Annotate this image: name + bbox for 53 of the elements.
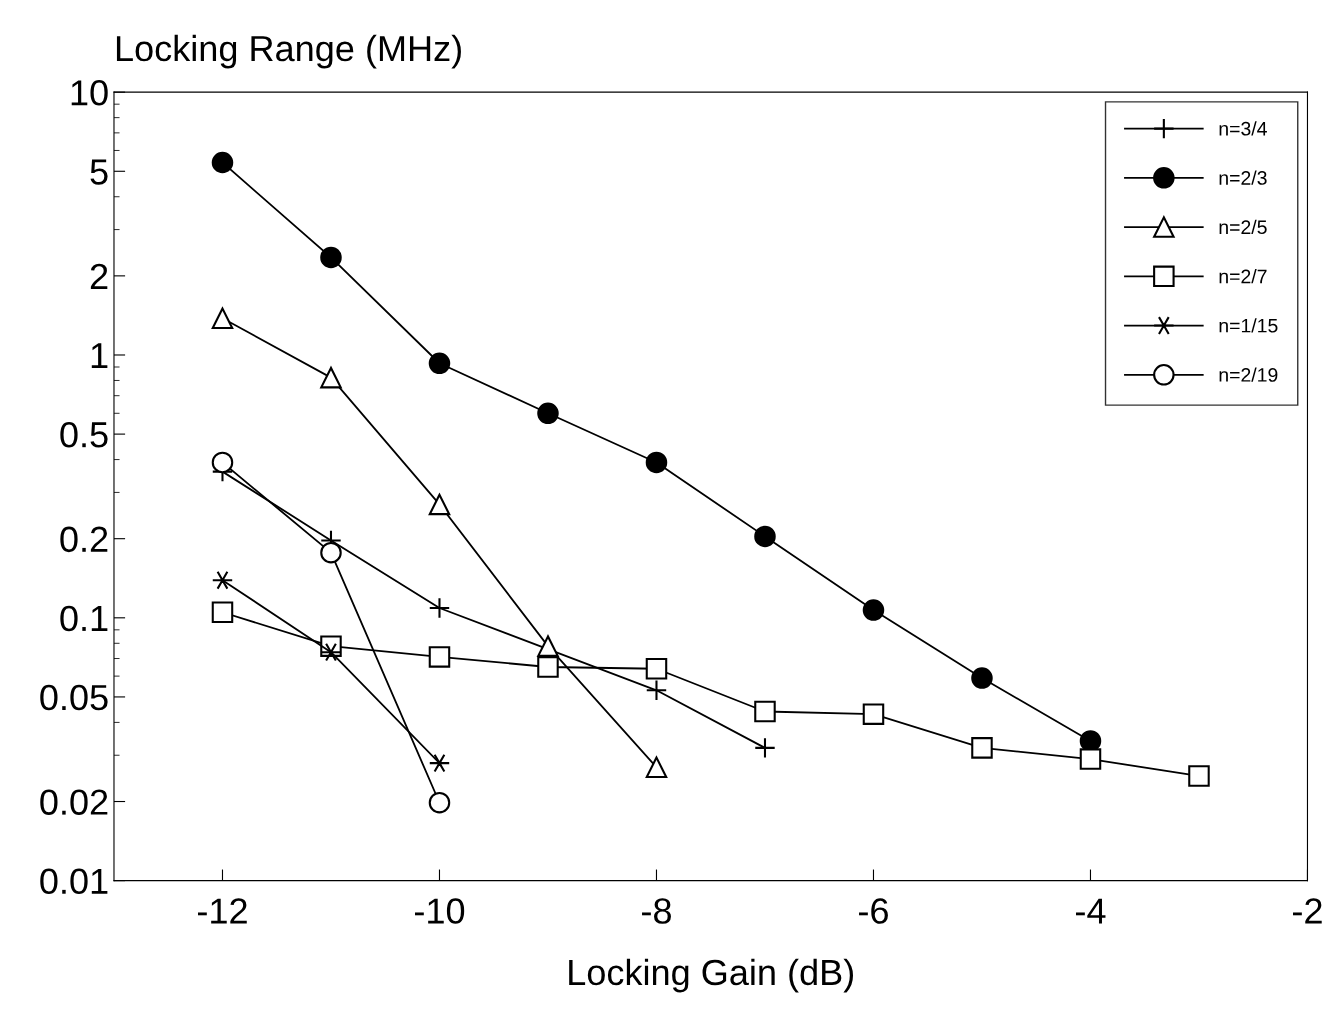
y-tick-label: 0.2	[60, 526, 108, 553]
point	[428, 352, 451, 375]
point	[320, 541, 342, 564]
point	[211, 451, 234, 474]
point	[1079, 748, 1102, 770]
point	[320, 246, 342, 269]
x-axis-title: Locking Gain (dB)	[569, 958, 854, 993]
point	[645, 657, 668, 680]
point	[971, 737, 993, 759]
legend-label: n=2/7	[1219, 269, 1267, 284]
y-tick-label: 10	[71, 80, 108, 106]
point	[1188, 765, 1210, 787]
point	[537, 656, 559, 678]
point	[320, 366, 342, 389]
point	[428, 791, 451, 814]
legend-label: n=2/19	[1219, 367, 1278, 382]
point	[971, 667, 993, 689]
point	[645, 756, 668, 779]
point	[754, 525, 776, 548]
y-tick-label: 0.02	[40, 789, 108, 815]
legend-label: n=1/15	[1219, 318, 1278, 333]
point	[428, 646, 451, 668]
point	[211, 601, 234, 624]
x-tick-label: -2	[1293, 898, 1322, 924]
legend-label: n=2/3	[1219, 170, 1267, 185]
y-tick-label: 1	[91, 343, 108, 369]
point	[645, 679, 668, 702]
x-tick-label: -12	[197, 898, 247, 924]
y-tick-label: 5	[90, 159, 108, 185]
point	[428, 597, 451, 619]
x-tick-label: -4	[1076, 898, 1106, 924]
x-tick-label: -8	[642, 898, 671, 924]
y-tick-label: 0.05	[40, 684, 108, 711]
y-axis-title: Locking Range (MHz)	[116, 34, 461, 69]
point	[537, 635, 559, 657]
point	[754, 737, 776, 759]
point	[428, 493, 451, 516]
legend-label: n=2/5	[1219, 219, 1267, 235]
y-tick-label: 0.5	[60, 421, 108, 448]
legend-label: n=3/4	[1219, 121, 1267, 136]
y-tick-label: 2	[90, 263, 108, 289]
point	[862, 703, 885, 725]
point	[320, 642, 342, 662]
x-tick-label: -10	[414, 898, 465, 924]
point	[754, 700, 776, 723]
point	[645, 451, 668, 474]
point	[862, 599, 885, 621]
point	[537, 402, 559, 425]
x-tick-label: -6	[859, 898, 888, 924]
y-tick-label: 0.01	[40, 868, 108, 895]
point	[211, 307, 234, 329]
point	[211, 151, 234, 174]
y-tick-label: 0.1	[60, 605, 108, 632]
